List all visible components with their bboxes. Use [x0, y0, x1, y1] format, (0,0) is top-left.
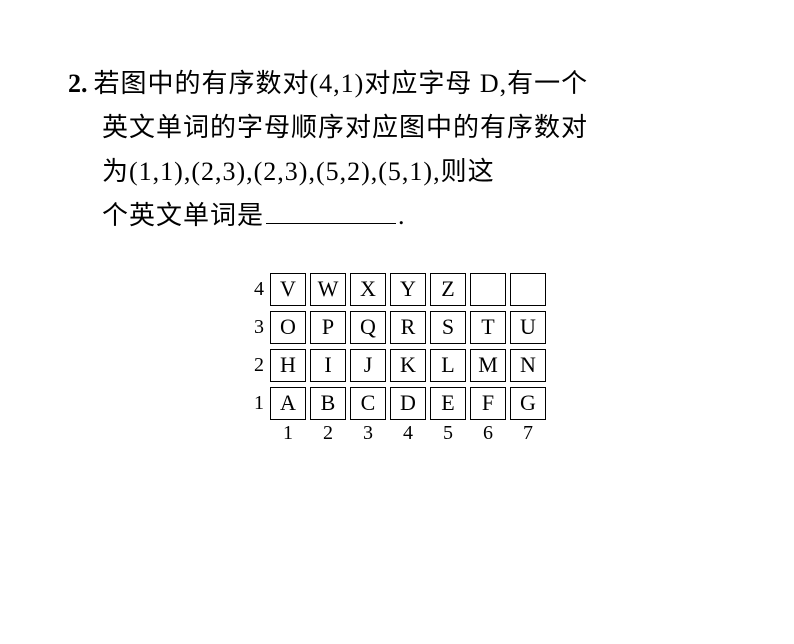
grid-cell [470, 273, 506, 306]
line4-prefix: 个英文单词是 [102, 201, 264, 230]
grid-cell: K [390, 349, 426, 382]
grid-cell: Q [350, 311, 386, 344]
grid-cell: X [350, 273, 386, 306]
grid-cell: W [310, 273, 346, 306]
grid-cell: R [390, 311, 426, 344]
col-label: 1 [268, 422, 308, 445]
grid-cell: D [390, 387, 426, 420]
grid-cell: N [510, 349, 546, 382]
grid-row-2: 2 H I J K L M N [244, 346, 548, 384]
grid-cell: M [470, 349, 506, 382]
grid-row-3: 3 O P Q R S T U [244, 308, 548, 346]
col-label: 3 [348, 422, 388, 445]
grid-cell: E [430, 387, 466, 420]
question-line-1: 2. 若图中的有序数对(4,1)对应字母 D,有一个 [68, 62, 724, 106]
grid-cell: C [350, 387, 386, 420]
grid-cell: A [270, 387, 306, 420]
grid-cell: V [270, 273, 306, 306]
grid-row-1: 1 A B C D E F G [244, 384, 548, 422]
col-label: 4 [388, 422, 428, 445]
question-content: 2. 若图中的有序数对(4,1)对应字母 D,有一个 英文单词的字母顺序对应图中… [0, 0, 794, 445]
line4-suffix: . [398, 201, 406, 230]
letter-grid: 4 V W X Y Z 3 O P Q R S T U 2 H [244, 270, 548, 445]
grid-cell: P [310, 311, 346, 344]
grid-cell: S [430, 311, 466, 344]
grid-cell: L [430, 349, 466, 382]
grid-cell: J [350, 349, 386, 382]
question-text-2: 英文单词的字母顺序对应图中的有序数对 [68, 106, 724, 150]
question-text-4: 个英文单词是. [68, 194, 724, 238]
col-label: 7 [508, 422, 548, 445]
grid-cell: F [470, 387, 506, 420]
grid-cell: Y [390, 273, 426, 306]
letter-grid-container: 4 V W X Y Z 3 O P Q R S T U 2 H [68, 270, 724, 445]
col-label: 6 [468, 422, 508, 445]
grid-cell: B [310, 387, 346, 420]
row-label: 1 [244, 392, 268, 415]
col-labels-row: 1 2 3 4 5 6 7 [268, 422, 548, 445]
grid-cell: U [510, 311, 546, 344]
row-label: 2 [244, 354, 268, 377]
grid-cell: O [270, 311, 306, 344]
grid-cell: I [310, 349, 346, 382]
grid-cell [510, 273, 546, 306]
row-label: 4 [244, 278, 268, 301]
grid-cell: T [470, 311, 506, 344]
answer-blank [266, 200, 396, 224]
question-number: 2. [68, 69, 88, 99]
col-label: 5 [428, 422, 468, 445]
row-label: 3 [244, 316, 268, 339]
grid-cell: G [510, 387, 546, 420]
grid-row-4: 4 V W X Y Z [244, 270, 548, 308]
col-label: 2 [308, 422, 348, 445]
question-text-3: 为(1,1),(2,3),(2,3),(5,2),(5,1),则这 [68, 150, 724, 194]
question-text-1: 若图中的有序数对(4,1)对应字母 D,有一个 [94, 62, 589, 106]
grid-cell: H [270, 349, 306, 382]
grid-cell: Z [430, 273, 466, 306]
